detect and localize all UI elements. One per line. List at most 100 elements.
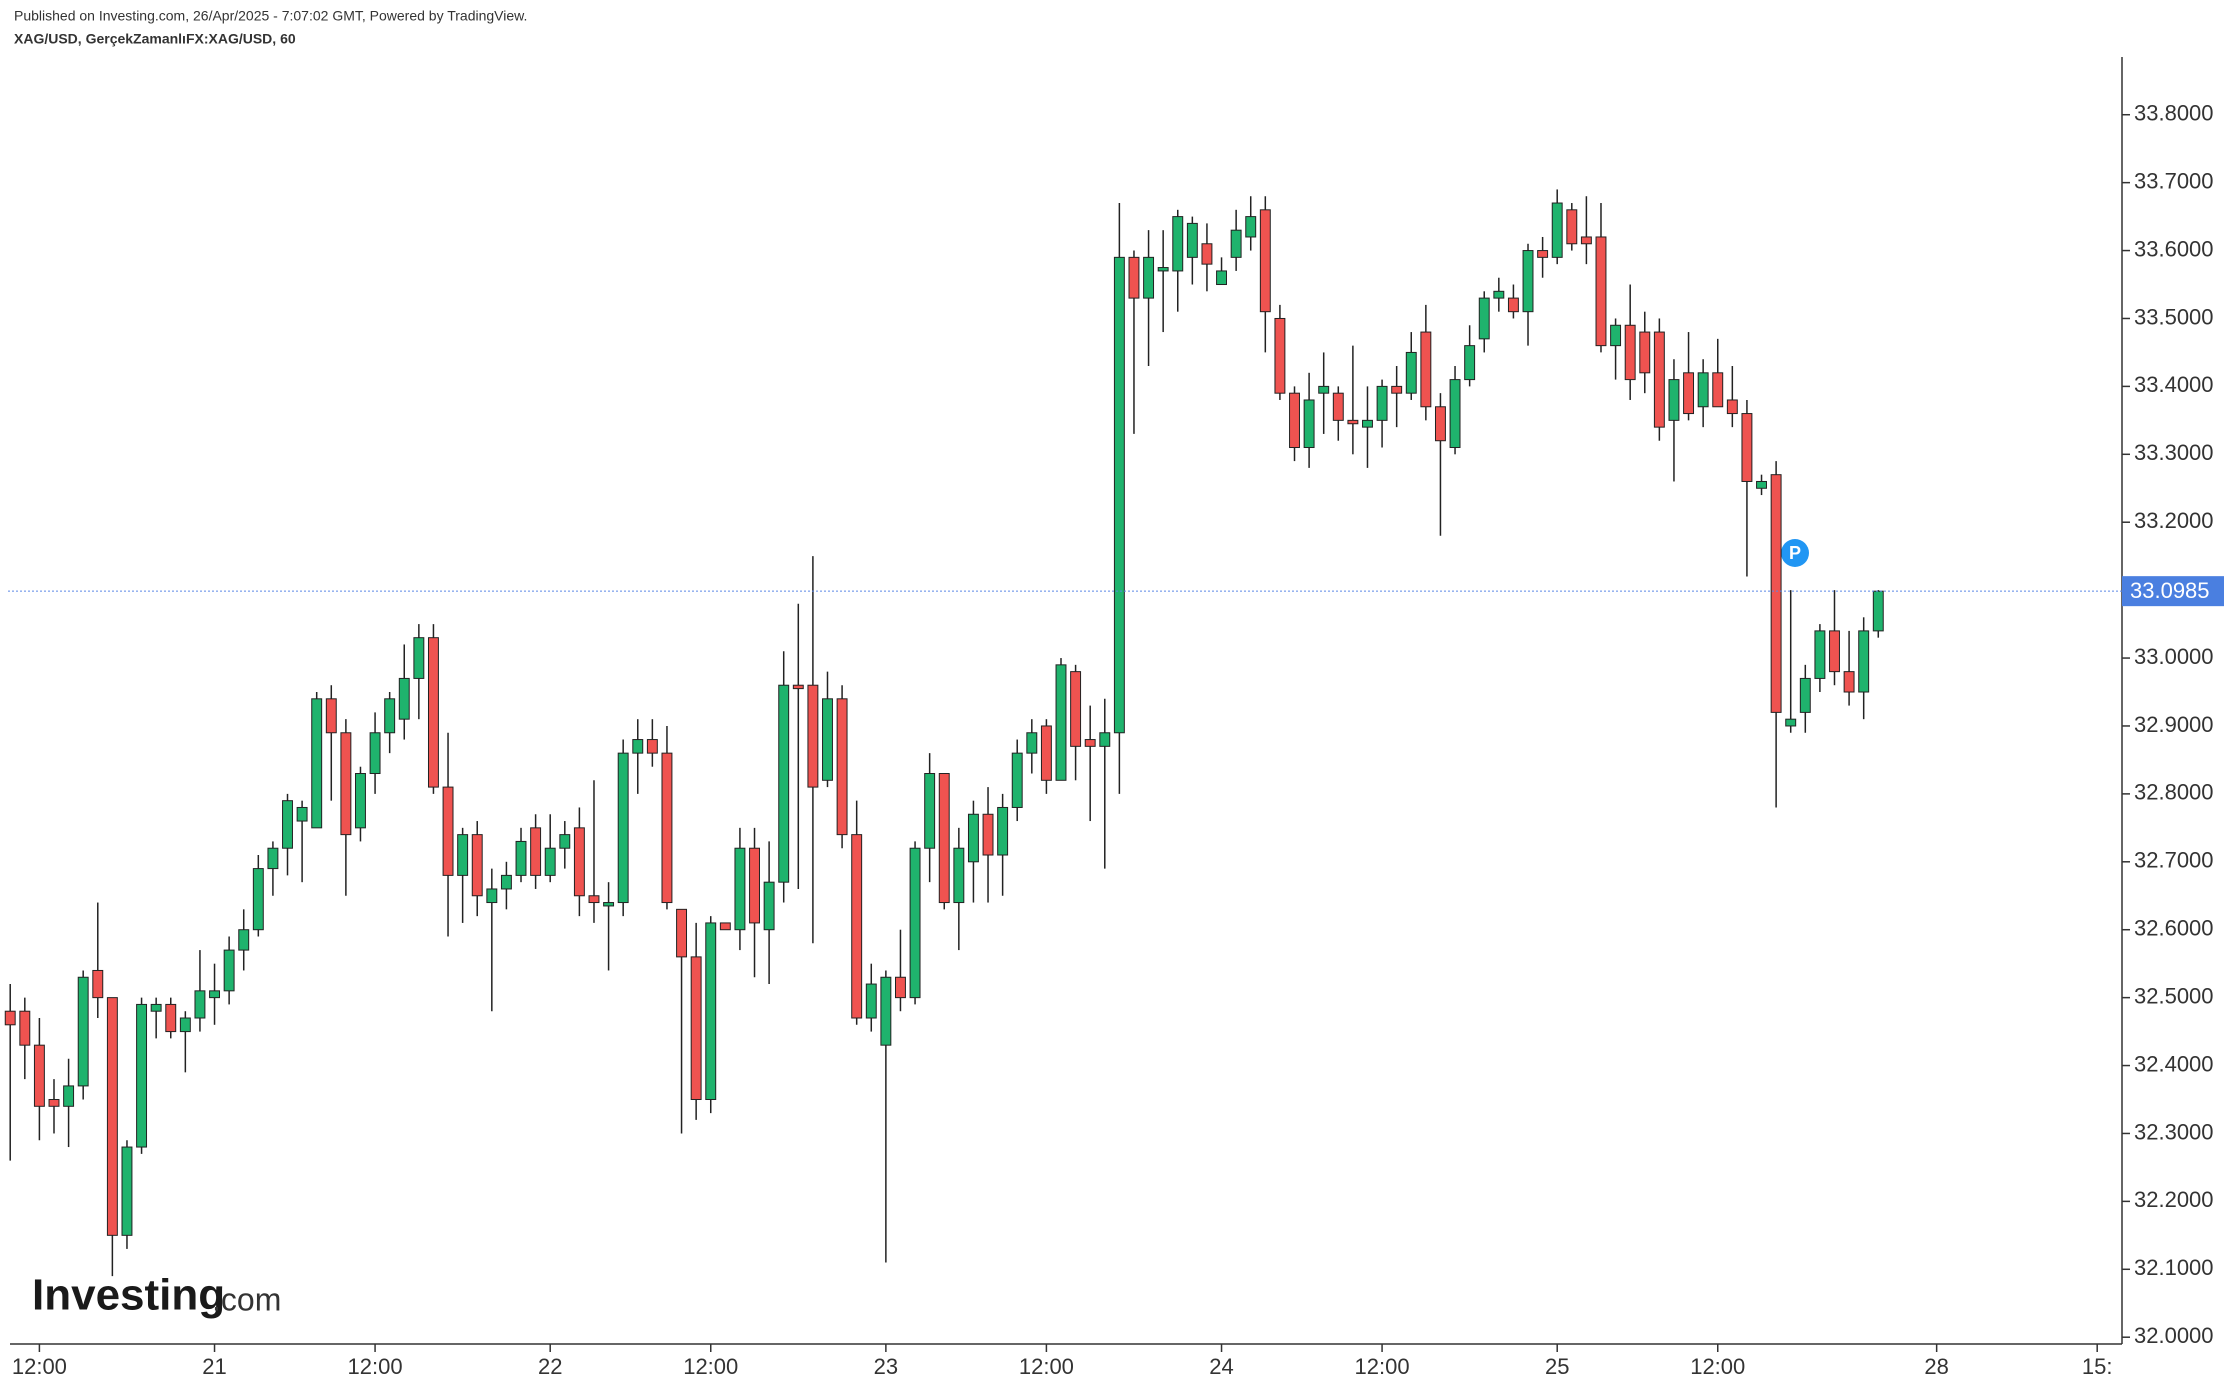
candle-body bbox=[471, 834, 483, 897]
candle-body bbox=[398, 677, 410, 720]
x-tick-label: 21 bbox=[202, 1354, 226, 1379]
candle-body bbox=[938, 773, 950, 904]
last-price-label: 33.0985 bbox=[2130, 578, 2210, 603]
candle-body bbox=[1610, 324, 1622, 347]
candle-body bbox=[442, 786, 454, 876]
candle-body bbox=[106, 997, 118, 1236]
candle-body bbox=[48, 1099, 60, 1107]
y-tick-label: 32.2000 bbox=[2134, 1187, 2214, 1212]
candle-body bbox=[1376, 385, 1388, 421]
y-tick-label: 32.3000 bbox=[2134, 1119, 2214, 1144]
candle-body bbox=[573, 827, 585, 897]
x-tick-label: 24 bbox=[1209, 1354, 1233, 1379]
candle-body bbox=[296, 806, 308, 822]
candle-body bbox=[1289, 392, 1300, 449]
candle-body bbox=[749, 847, 760, 924]
candle-body bbox=[982, 813, 994, 856]
y-tick-label: 32.8000 bbox=[2134, 780, 2214, 805]
y-tick-label: 33.5000 bbox=[2134, 304, 2214, 329]
candle-body bbox=[1829, 630, 1840, 673]
candle-body bbox=[427, 637, 439, 788]
candle-body bbox=[1668, 379, 1680, 421]
candle-body bbox=[223, 949, 235, 992]
y-tick-label: 32.6000 bbox=[2134, 916, 2214, 941]
candle-body bbox=[778, 684, 790, 883]
marker-label: P bbox=[1789, 543, 1801, 563]
candle-body bbox=[588, 895, 600, 904]
candle-body bbox=[1872, 590, 1884, 632]
candle-body bbox=[1332, 392, 1344, 421]
candle-body bbox=[1303, 399, 1315, 449]
candle-body bbox=[1434, 406, 1446, 442]
candle-body bbox=[1507, 297, 1519, 313]
candle-body bbox=[1201, 243, 1213, 265]
candle-body bbox=[209, 990, 220, 999]
candle-body bbox=[1449, 379, 1461, 449]
candle-body bbox=[1128, 256, 1140, 299]
candle-body bbox=[1274, 317, 1286, 394]
candle-body bbox=[340, 732, 352, 836]
candle-body bbox=[807, 684, 819, 788]
logo-brand: Investing bbox=[32, 1271, 225, 1320]
candle-body bbox=[676, 908, 688, 958]
candle-body bbox=[1011, 752, 1023, 808]
candle-body bbox=[63, 1085, 75, 1107]
y-tick-label: 32.0000 bbox=[2134, 1323, 2214, 1348]
candle-body bbox=[1143, 256, 1155, 299]
candle-body bbox=[92, 969, 104, 999]
candle-body bbox=[384, 698, 396, 734]
candle-body bbox=[150, 1003, 162, 1012]
x-tick-label: 12:00 bbox=[348, 1354, 403, 1379]
candle-body bbox=[1362, 419, 1373, 428]
x-tick-label: 15: bbox=[2082, 1354, 2113, 1379]
x-tick-label: 22 bbox=[538, 1354, 562, 1379]
candle-body bbox=[705, 922, 717, 1101]
candle-body bbox=[836, 698, 848, 836]
y-tick-label: 33.2000 bbox=[2134, 508, 2214, 533]
candle-body bbox=[179, 1017, 191, 1033]
candle-body bbox=[719, 922, 731, 931]
candle-body bbox=[1099, 732, 1111, 747]
candle-body bbox=[500, 874, 512, 890]
candle-body bbox=[1566, 209, 1578, 245]
candle-body bbox=[953, 847, 965, 904]
published-note: Published on Investing.com, 26/Apr/2025 … bbox=[14, 8, 527, 24]
candle-body bbox=[1770, 474, 1782, 713]
marker-badge bbox=[1781, 539, 1809, 567]
candle-body bbox=[413, 637, 425, 679]
candle-body bbox=[1537, 250, 1549, 258]
candle-body bbox=[1157, 267, 1169, 272]
candle-body bbox=[19, 1010, 31, 1046]
y-tick-label: 32.1000 bbox=[2134, 1255, 2214, 1280]
candle-body bbox=[1741, 413, 1753, 482]
candle-body bbox=[1245, 216, 1257, 238]
y-tick-label: 32.4000 bbox=[2134, 1051, 2214, 1076]
y-tick-label: 32.9000 bbox=[2134, 712, 2214, 737]
candle-body bbox=[1040, 725, 1052, 781]
candle-body bbox=[194, 990, 206, 1019]
candle-body bbox=[238, 929, 250, 951]
x-tick-label: 12:00 bbox=[1690, 1354, 1745, 1379]
candle-body bbox=[1464, 345, 1476, 381]
candle-body bbox=[457, 834, 469, 876]
y-tick-label: 33.7000 bbox=[2134, 168, 2214, 193]
candle-body bbox=[515, 840, 527, 876]
x-tick-label: 12:00 bbox=[683, 1354, 738, 1379]
x-tick-label: 28 bbox=[1924, 1354, 1948, 1379]
candle-body bbox=[311, 698, 323, 829]
candle-body bbox=[632, 739, 644, 754]
candle-body bbox=[1391, 385, 1403, 394]
candle-body bbox=[165, 1003, 177, 1033]
candle-body bbox=[1858, 630, 1870, 693]
candle-body bbox=[1580, 236, 1592, 245]
candle-body bbox=[967, 813, 979, 863]
candle-body bbox=[734, 847, 746, 931]
x-tick-label: 12:00 bbox=[1355, 1354, 1410, 1379]
logo-suffix: .com bbox=[212, 1281, 281, 1317]
candle-body bbox=[822, 698, 833, 781]
candle-body bbox=[282, 800, 293, 849]
candle-body bbox=[646, 739, 658, 754]
candle-body bbox=[1172, 216, 1184, 272]
